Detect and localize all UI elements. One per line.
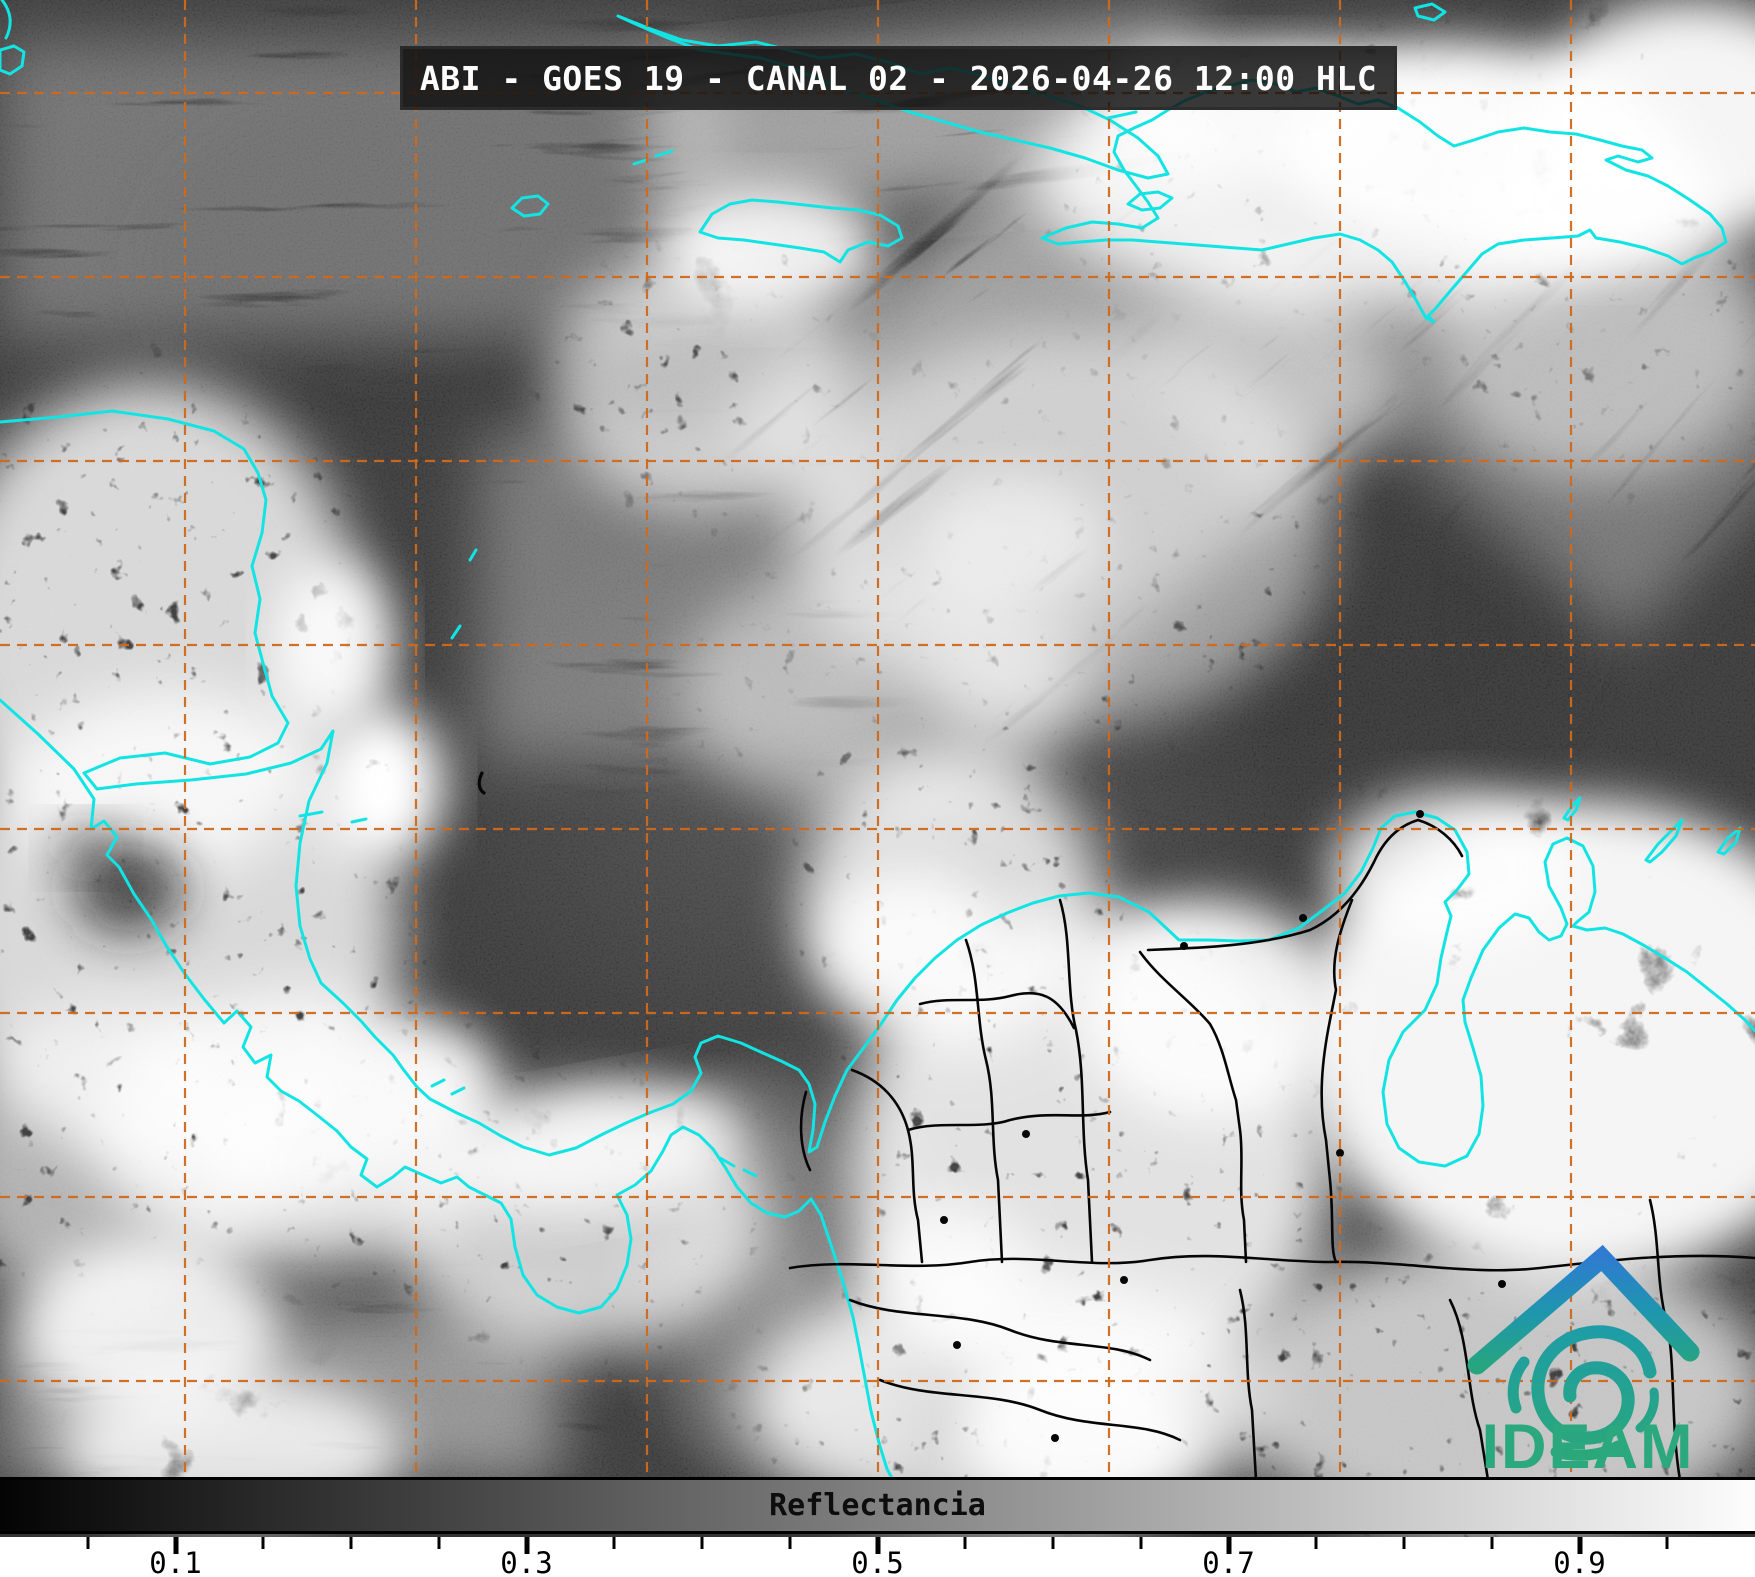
colorbar-tick [963,1537,967,1549]
colorbar-tick-label: 0.3 [500,1546,553,1577]
colorbar-tick [1402,1537,1406,1549]
coastline-islets [0,0,1447,1178]
colorbar-tick [612,1537,616,1549]
colorbar-tick [788,1537,792,1549]
colorbar-tick [173,1537,178,1554]
colorbar-tick [875,1537,880,1554]
title-text: ABI - GOES 19 - CANAL 02 - 2026-04-26 12… [419,58,1378,98]
ideam-logo: IDEAM [1467,1244,1700,1482]
title-bar: ABI - GOES 19 - CANAL 02 - 2026-04-26 12… [400,46,1397,110]
coastline-jamaica [698,198,904,264]
logo-hurricane-icon [1507,1325,1659,1461]
coastline-pacific [0,698,895,1482]
logo-text: IDEAM [1482,1412,1695,1482]
coastline-layer [0,0,1755,1482]
graticule-layer [0,0,1755,1477]
colorbar-tick [1577,1537,1582,1554]
colorbar-tick [437,1537,441,1549]
colorbar-tick-label: 0.7 [1202,1546,1255,1577]
colorbar-tick [1665,1537,1669,1549]
colorbar: Reflectancia [0,1477,1755,1534]
colorbar-tick [700,1537,704,1549]
colorbar-tick [1314,1537,1318,1549]
colorbar-label: Reflectancia [769,1488,986,1523]
colorbar-tick-label: 0.5 [851,1546,904,1577]
colorbar-tick [1051,1537,1055,1549]
colorbar-tick [1139,1537,1143,1549]
colorbar-tick [349,1537,353,1549]
colorbar-tick [261,1537,265,1549]
colorbar-tick-label: 0.9 [1553,1546,1606,1577]
colorbar-tick [524,1537,529,1554]
colorbar-tick [86,1537,90,1549]
city-dots [940,810,1506,1442]
colorbar-tick-label: 0.1 [149,1546,202,1577]
colorbar-axis: 0.1 0.3 0.5 0.7 0.9 [0,1537,1755,1577]
logo-mountain-icon [1467,1244,1700,1375]
coastline-caribbean-mainland [0,409,1755,1168]
colorbar-tick [1490,1537,1494,1549]
colorbar-tick [1226,1537,1231,1554]
